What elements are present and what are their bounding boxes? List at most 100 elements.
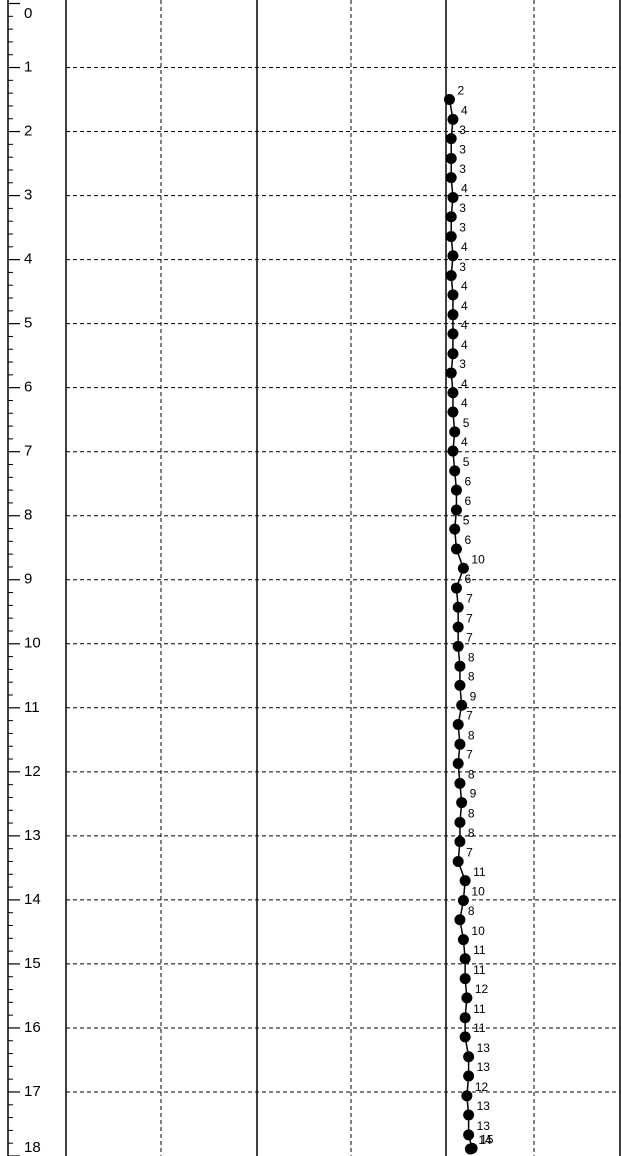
data-label: 7	[466, 611, 473, 625]
data-label: 8	[468, 670, 475, 684]
y-tick-label: 17	[24, 1083, 41, 1100]
data-point	[454, 660, 466, 672]
y-tick-label: 5	[24, 315, 32, 332]
y-tick-label: 7	[24, 443, 32, 460]
data-label: 5	[463, 416, 470, 430]
data-label: 2	[457, 84, 464, 98]
data-label: 4	[461, 377, 468, 391]
data-label: 11	[473, 1021, 486, 1035]
y-tick-label: 15	[24, 955, 41, 972]
data-label: 6	[464, 494, 471, 508]
y-tick-label: 8	[24, 507, 32, 524]
data-label: 15	[480, 1132, 494, 1146]
data-label: 3	[459, 162, 466, 176]
data-point	[464, 1143, 476, 1155]
data-label: 11	[473, 865, 486, 879]
data-label: 7	[466, 748, 473, 762]
data-point	[447, 348, 459, 360]
data-label: 3	[459, 260, 466, 274]
panel-dividers	[160, 0, 535, 1156]
data-point	[445, 211, 457, 223]
y-tick-label: 6	[24, 379, 32, 396]
data-label: 4	[461, 299, 468, 313]
data-label: 6	[464, 533, 471, 547]
data-label: 11	[473, 963, 486, 977]
data-label: 5	[463, 513, 470, 527]
data-point	[459, 953, 471, 965]
y-tick-label: 9	[24, 571, 32, 588]
data-point	[447, 113, 459, 125]
y-tick-label: 13	[24, 827, 41, 844]
data-label: 7	[466, 631, 473, 645]
data-point	[450, 543, 462, 555]
data-label: 4	[461, 104, 468, 118]
data-point	[447, 309, 459, 321]
data-point	[445, 133, 457, 145]
data-label: 9	[470, 787, 477, 801]
data-label: 14	[478, 1133, 492, 1147]
data-point	[452, 640, 464, 652]
data-point	[463, 1129, 475, 1141]
data-point	[447, 250, 459, 262]
data-point	[459, 1012, 471, 1024]
data-label: 7	[466, 709, 473, 723]
data-point	[445, 152, 457, 164]
data-label: 3	[459, 201, 466, 215]
data-point	[452, 621, 464, 633]
data-point	[452, 601, 464, 613]
data-point	[445, 270, 457, 282]
data-label: 6	[464, 474, 471, 488]
data-point	[463, 1070, 475, 1082]
data-point	[457, 934, 469, 946]
data-point	[452, 855, 464, 867]
data-point	[459, 973, 471, 985]
data-label: 3	[459, 221, 466, 235]
data-label: 13	[477, 1119, 491, 1133]
y-tick-label: 11	[24, 699, 40, 716]
data-point	[463, 1109, 475, 1121]
data-label: 3	[459, 143, 466, 157]
data-label: 9	[470, 689, 477, 703]
data-point	[447, 387, 459, 399]
data-label: 11	[473, 943, 486, 957]
data-point	[456, 797, 468, 809]
data-label: 4	[461, 279, 468, 293]
data-point	[456, 699, 468, 711]
y-tick-label: 10	[24, 635, 41, 652]
data-label: 8	[468, 650, 475, 664]
data-label: 4	[461, 338, 468, 352]
data-point	[447, 445, 459, 457]
y-tick-label: 16	[24, 1019, 41, 1036]
data-label: 8	[468, 768, 475, 782]
data-point	[450, 582, 462, 594]
data-point	[454, 836, 466, 848]
y-tick-label: 3	[24, 187, 32, 204]
data-label: 8	[468, 807, 475, 821]
data-label: 13	[477, 1099, 491, 1113]
y-tick-label: 0	[24, 5, 32, 22]
data-label: 7	[466, 591, 473, 605]
data-label: 3	[459, 357, 466, 371]
data-label: 4	[461, 318, 468, 332]
data-point	[449, 426, 461, 438]
data-label: 4	[461, 435, 468, 449]
data-label: 7	[466, 846, 473, 860]
data-label: 12	[475, 982, 489, 996]
y-tick-label: 4	[24, 251, 32, 268]
data-label: 6	[464, 572, 471, 586]
data-point	[449, 465, 461, 477]
data-point	[463, 1051, 475, 1063]
data-point	[445, 367, 457, 379]
data-label: 11	[473, 1002, 486, 1016]
data-label: 10	[471, 552, 485, 566]
data-point	[447, 406, 459, 418]
data-point	[459, 875, 471, 887]
data-label: 8	[468, 728, 475, 742]
data-label: 4	[461, 182, 468, 196]
data-label: 10	[471, 924, 485, 938]
data-label: 13	[477, 1041, 491, 1055]
data-label: 10	[471, 885, 485, 899]
data-point	[454, 738, 466, 750]
